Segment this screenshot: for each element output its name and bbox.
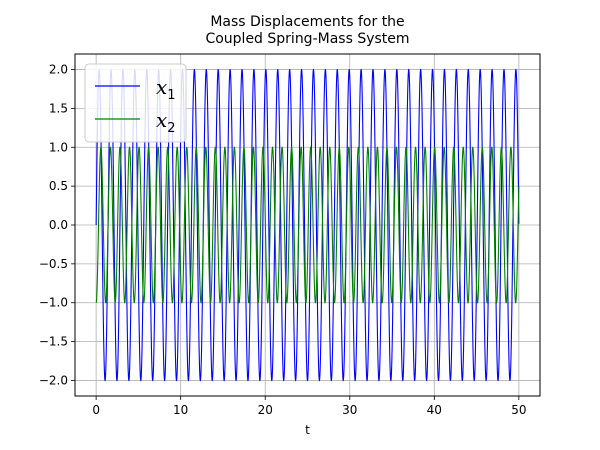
y-tick-label: −0.5 <box>39 257 68 271</box>
y-tick-label: 2.0 <box>49 63 68 77</box>
legend-box <box>84 63 187 143</box>
y-tick-label: 1.0 <box>49 140 68 154</box>
x-tick-label: 50 <box>511 403 526 417</box>
x-tick-label: 0 <box>92 403 100 417</box>
y-tick-label: 0.0 <box>49 218 68 232</box>
series-line-x2 <box>95 146 520 304</box>
y-tick-label: 1.5 <box>49 101 68 115</box>
x-tick-label: 30 <box>342 403 357 417</box>
x-tick-label: 20 <box>258 403 273 417</box>
y-tick-label: −1.5 <box>39 335 68 349</box>
grid <box>75 54 540 396</box>
y-tick-label: −2.0 <box>39 373 68 387</box>
series-group <box>95 68 520 382</box>
chart-title-line: Coupled Spring-Mass System <box>205 31 409 47</box>
chart-title-line: Mass Displacements for the <box>210 14 404 30</box>
x-tick-label: 10 <box>173 403 188 417</box>
ticks: 0 10 20 30 40 50 −2.0 −1.5 −1.0 −0.5 0.0 0.5 1.0 1.5 2… <box>39 63 527 417</box>
x-axis-label: t <box>305 423 310 437</box>
y-tick-label: −1.0 <box>39 296 68 310</box>
x-tick-label: 40 <box>427 403 442 417</box>
y-tick-label: 0.5 <box>49 179 68 193</box>
